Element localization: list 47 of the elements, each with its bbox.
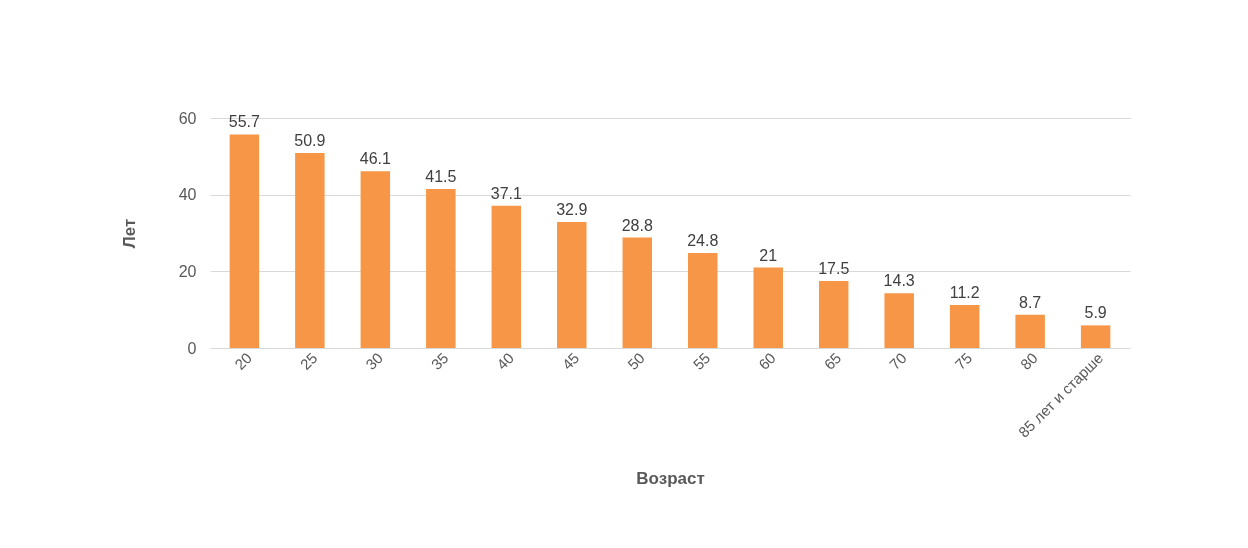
- x-tick-label: 50: [624, 349, 648, 373]
- y-tick-label: 60: [178, 109, 197, 127]
- bar: [491, 205, 522, 348]
- data-label: 17.5: [818, 259, 850, 277]
- data-label: 21: [759, 246, 778, 264]
- data-label: 37.1: [490, 184, 522, 202]
- bar: [818, 280, 849, 348]
- bar: [949, 305, 980, 348]
- data-label: 32.9: [556, 200, 588, 218]
- bar: [360, 171, 391, 348]
- data-label: 5.9: [1084, 304, 1107, 322]
- x-tick-label: 70: [885, 349, 910, 373]
- data-label: 50.9: [294, 131, 326, 149]
- x-tick-label: 80: [1016, 349, 1041, 373]
- x-axis-title: Возраст: [636, 468, 705, 488]
- y-tick-label: 40: [178, 186, 197, 204]
- bar: [622, 237, 652, 348]
- bar: [688, 252, 718, 348]
- data-label: 28.8: [621, 216, 653, 234]
- data-label: 14.3: [883, 272, 915, 290]
- bar: [1080, 325, 1111, 348]
- bar: [1015, 314, 1045, 348]
- x-tick-label: 55: [689, 349, 714, 373]
- y-tick-label: 0: [187, 339, 197, 357]
- bar: [557, 221, 587, 348]
- data-label: 46.1: [359, 150, 392, 168]
- bar: [753, 267, 783, 348]
- y-axis-title: Лет: [119, 218, 139, 249]
- x-tick-label: 35: [427, 349, 452, 373]
- x-tick-label: 75: [951, 349, 976, 373]
- x-tick-label: 40: [493, 349, 517, 373]
- data-label: 11.2: [949, 284, 980, 302]
- bar: [884, 293, 914, 348]
- data-label: 55.7: [228, 113, 261, 131]
- data-label: 41.5: [425, 167, 457, 185]
- data-label: 8.7: [1019, 293, 1042, 311]
- x-tick-label: 60: [755, 349, 779, 373]
- x-tick-label: 45: [558, 349, 583, 373]
- bar: [426, 188, 456, 348]
- bar: [295, 152, 325, 348]
- x-tick-label: 65: [820, 349, 845, 373]
- bar: [229, 134, 260, 348]
- y-tick-label: 20: [178, 262, 197, 280]
- x-tick-label: 20: [231, 349, 255, 373]
- x-tick-label: 25: [296, 349, 321, 373]
- x-tick-label: 30: [362, 349, 386, 373]
- data-label: 24.8: [687, 231, 719, 249]
